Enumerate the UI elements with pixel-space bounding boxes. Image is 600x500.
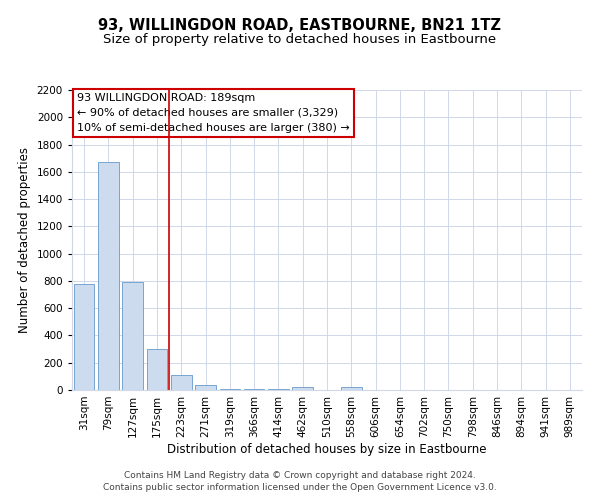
Text: 93, WILLINGDON ROAD, EASTBOURNE, BN21 1TZ: 93, WILLINGDON ROAD, EASTBOURNE, BN21 1T… [98, 18, 502, 32]
Bar [195, 384, 216, 390]
Bar [146, 349, 167, 390]
Bar [171, 375, 191, 390]
Text: Contains HM Land Registry data © Crown copyright and database right 2024.
Contai: Contains HM Land Registry data © Crown c… [103, 471, 497, 492]
Bar [341, 388, 362, 390]
X-axis label: Distribution of detached houses by size in Eastbourne: Distribution of detached houses by size … [167, 442, 487, 456]
Y-axis label: Number of detached properties: Number of detached properties [18, 147, 31, 333]
Bar [292, 388, 313, 390]
Bar [98, 162, 119, 390]
Bar [268, 388, 289, 390]
Bar [244, 388, 265, 390]
Text: 93 WILLINGDON ROAD: 189sqm
← 90% of detached houses are smaller (3,329)
10% of s: 93 WILLINGDON ROAD: 189sqm ← 90% of deta… [77, 93, 350, 132]
Bar [122, 282, 143, 390]
Text: Size of property relative to detached houses in Eastbourne: Size of property relative to detached ho… [103, 32, 497, 46]
Bar [220, 388, 240, 390]
Bar [74, 284, 94, 390]
